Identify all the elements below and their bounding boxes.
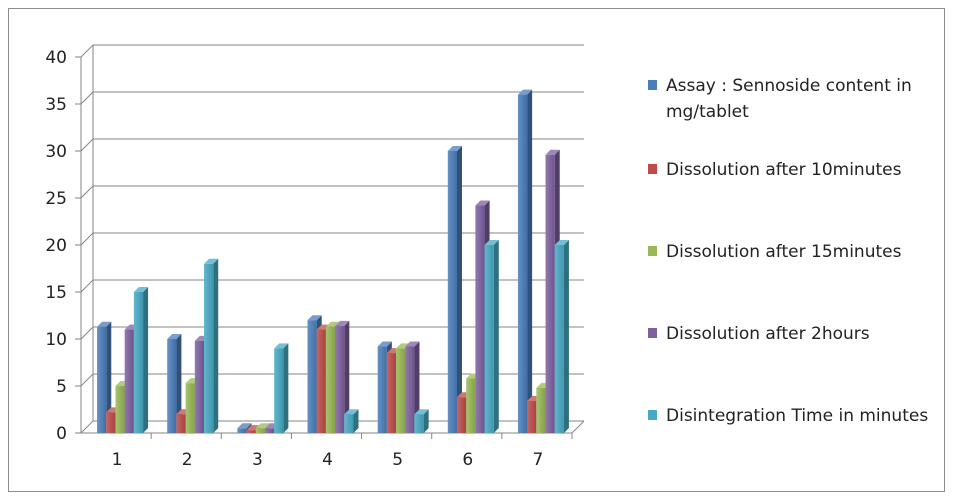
y-tick-label: 5 xyxy=(56,377,67,397)
bar xyxy=(554,240,569,433)
legend-label-assay: Assay : Sennoside content in mg/tablet xyxy=(666,76,912,122)
legend-swatch-dissolution-10min xyxy=(648,164,657,174)
y-axis-tick-labels: 0 5 10 15 20 25 30 35 40 xyxy=(45,48,67,444)
chart-plot: 0 5 10 15 20 25 30 35 40 1 2 3 4 5 6 7 xyxy=(45,44,585,470)
gridline xyxy=(80,44,584,58)
y-tick-label: 40 xyxy=(45,48,67,68)
x-axis-tick-labels: 1 2 3 4 5 6 7 xyxy=(112,450,544,470)
bar xyxy=(97,321,112,433)
bars xyxy=(97,89,569,433)
legend-swatch-dissolution-15min xyxy=(648,246,657,256)
gridline xyxy=(80,232,584,246)
chart-frame: 0 5 10 15 20 25 30 35 40 1 2 3 4 5 6 7 Assay : Sennosi… xyxy=(8,8,945,492)
x-tick-label: 2 xyxy=(182,450,193,470)
bar xyxy=(405,341,420,433)
bar xyxy=(335,320,350,433)
x-tick-label: 6 xyxy=(462,450,473,470)
y-tick-label: 20 xyxy=(45,236,67,256)
gridline xyxy=(80,138,584,152)
y-tick-label: 0 xyxy=(56,424,67,444)
y-tick-label: 30 xyxy=(45,142,67,162)
legend-swatch-dissolution-2hours xyxy=(648,328,657,338)
y-tick-label: 10 xyxy=(45,330,67,350)
x-tick-label: 3 xyxy=(252,450,263,470)
legend-swatch-disintegration-time xyxy=(648,410,657,420)
x-tick-label: 5 xyxy=(392,450,403,470)
bar xyxy=(167,334,182,433)
x-tick-label: 7 xyxy=(533,450,544,470)
bar xyxy=(204,258,219,433)
gridline xyxy=(80,185,584,199)
bar xyxy=(133,287,149,433)
gridline xyxy=(80,279,584,293)
y-tick-label: 25 xyxy=(45,189,67,209)
y-tick-label: 35 xyxy=(45,95,67,115)
bar xyxy=(517,89,533,433)
gridline xyxy=(80,326,584,340)
x-tick-label: 1 xyxy=(112,450,123,470)
legend-swatch-assay xyxy=(648,80,657,90)
bar xyxy=(274,343,289,433)
legend-label-dissolution-10min: Dissolution after 10minutes xyxy=(666,160,902,180)
y-tick-label: 15 xyxy=(45,283,67,303)
legend-label-disintegration-time: Disintegration Time in minutes xyxy=(666,406,929,426)
gridline xyxy=(80,91,584,105)
bar xyxy=(447,146,462,433)
x-tick-label: 4 xyxy=(322,450,333,470)
bar xyxy=(344,409,359,433)
legend-label-dissolution-15min: Dissolution after 15minutes xyxy=(666,242,902,262)
gridlines xyxy=(80,44,584,434)
gridline xyxy=(80,373,584,387)
legend-label-dissolution-2hours: Dissolution after 2hours xyxy=(666,324,870,344)
bar xyxy=(414,409,429,433)
bar xyxy=(484,240,499,433)
